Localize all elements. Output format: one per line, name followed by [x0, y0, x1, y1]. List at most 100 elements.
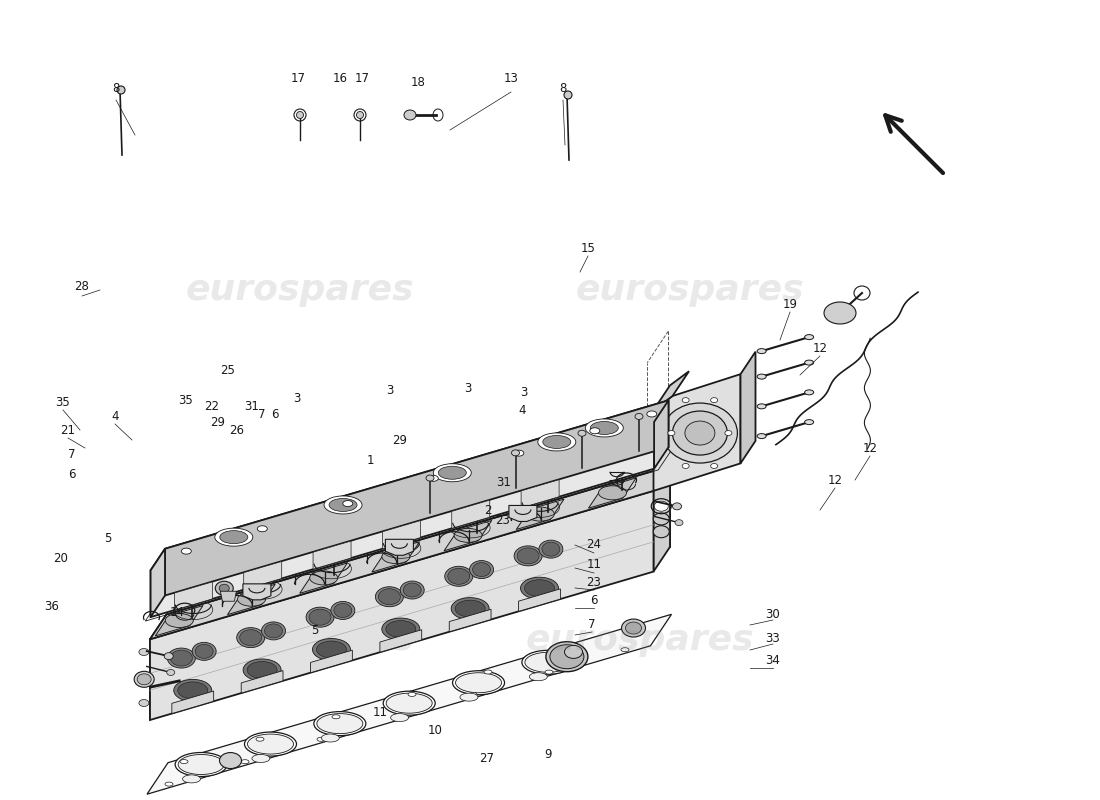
Ellipse shape: [598, 486, 627, 500]
Polygon shape: [653, 466, 670, 571]
Text: 28: 28: [75, 281, 89, 294]
Text: 5: 5: [104, 531, 112, 545]
Ellipse shape: [178, 754, 224, 774]
Ellipse shape: [236, 628, 265, 648]
Ellipse shape: [334, 603, 352, 618]
Ellipse shape: [668, 430, 675, 435]
Text: 35: 35: [56, 395, 70, 409]
Ellipse shape: [330, 542, 338, 547]
Ellipse shape: [386, 621, 416, 638]
Polygon shape: [654, 400, 669, 469]
Ellipse shape: [460, 693, 477, 701]
Ellipse shape: [824, 302, 856, 324]
Ellipse shape: [517, 548, 539, 564]
Ellipse shape: [473, 501, 481, 506]
Ellipse shape: [317, 714, 363, 734]
Ellipse shape: [248, 734, 294, 754]
Polygon shape: [220, 591, 236, 602]
Polygon shape: [314, 541, 351, 570]
Ellipse shape: [165, 614, 194, 627]
Text: 4: 4: [518, 403, 526, 417]
Ellipse shape: [382, 550, 410, 564]
Ellipse shape: [317, 738, 324, 742]
Text: 7: 7: [258, 409, 266, 422]
Ellipse shape: [312, 638, 351, 661]
Ellipse shape: [804, 360, 814, 365]
Ellipse shape: [248, 662, 277, 678]
Polygon shape: [165, 400, 669, 595]
Ellipse shape: [711, 398, 717, 402]
Ellipse shape: [578, 430, 586, 436]
Text: 29: 29: [210, 415, 225, 429]
Polygon shape: [521, 480, 559, 508]
Text: 6: 6: [591, 594, 597, 606]
Ellipse shape: [757, 374, 766, 379]
Ellipse shape: [240, 630, 262, 646]
Text: 6: 6: [272, 409, 278, 422]
Ellipse shape: [653, 513, 669, 525]
Ellipse shape: [219, 584, 229, 592]
Text: 18: 18: [410, 75, 426, 89]
Ellipse shape: [182, 548, 191, 554]
Ellipse shape: [378, 589, 400, 605]
Text: 16: 16: [332, 73, 348, 86]
Ellipse shape: [546, 642, 587, 672]
Ellipse shape: [332, 715, 340, 719]
Ellipse shape: [711, 463, 717, 469]
Text: 3: 3: [294, 391, 300, 405]
Ellipse shape: [520, 578, 559, 599]
Ellipse shape: [317, 641, 346, 658]
Ellipse shape: [257, 526, 267, 532]
Polygon shape: [151, 400, 669, 570]
Ellipse shape: [525, 652, 571, 672]
Polygon shape: [516, 499, 564, 530]
Ellipse shape: [544, 670, 553, 674]
Ellipse shape: [195, 644, 213, 658]
Polygon shape: [241, 670, 283, 693]
Ellipse shape: [343, 501, 353, 506]
Text: 33: 33: [766, 631, 780, 645]
Ellipse shape: [178, 682, 208, 699]
Ellipse shape: [238, 592, 265, 606]
Text: 34: 34: [766, 654, 780, 666]
Ellipse shape: [514, 450, 524, 456]
Polygon shape: [444, 521, 492, 550]
Ellipse shape: [682, 398, 689, 402]
Text: eurospares: eurospares: [575, 273, 804, 307]
Polygon shape: [155, 606, 204, 636]
Ellipse shape: [375, 586, 404, 606]
Polygon shape: [310, 650, 352, 673]
Text: 12: 12: [827, 474, 843, 486]
Ellipse shape: [564, 91, 572, 99]
Text: 31: 31: [244, 401, 260, 414]
Ellipse shape: [138, 674, 151, 685]
Ellipse shape: [408, 693, 416, 696]
Ellipse shape: [428, 475, 438, 482]
Text: 6: 6: [68, 469, 76, 482]
Text: 35: 35: [178, 394, 194, 406]
Ellipse shape: [134, 671, 154, 687]
Polygon shape: [172, 691, 213, 714]
Polygon shape: [653, 374, 740, 491]
Ellipse shape: [672, 503, 682, 510]
Text: 14: 14: [169, 606, 185, 618]
Polygon shape: [372, 542, 419, 572]
Polygon shape: [518, 589, 560, 611]
Text: 3: 3: [464, 382, 472, 394]
Text: 12: 12: [862, 442, 878, 454]
Text: 25: 25: [221, 363, 235, 377]
Ellipse shape: [590, 428, 600, 434]
Text: 17: 17: [354, 73, 370, 86]
Ellipse shape: [188, 585, 196, 590]
Ellipse shape: [183, 775, 200, 783]
Text: 2: 2: [484, 503, 492, 517]
Ellipse shape: [170, 650, 192, 666]
Ellipse shape: [383, 691, 436, 715]
Ellipse shape: [243, 659, 282, 681]
Text: 3: 3: [386, 383, 394, 397]
Text: 24: 24: [586, 538, 602, 551]
Text: 26: 26: [230, 423, 244, 437]
Ellipse shape: [591, 422, 618, 434]
Polygon shape: [509, 506, 537, 522]
Ellipse shape: [438, 466, 466, 479]
